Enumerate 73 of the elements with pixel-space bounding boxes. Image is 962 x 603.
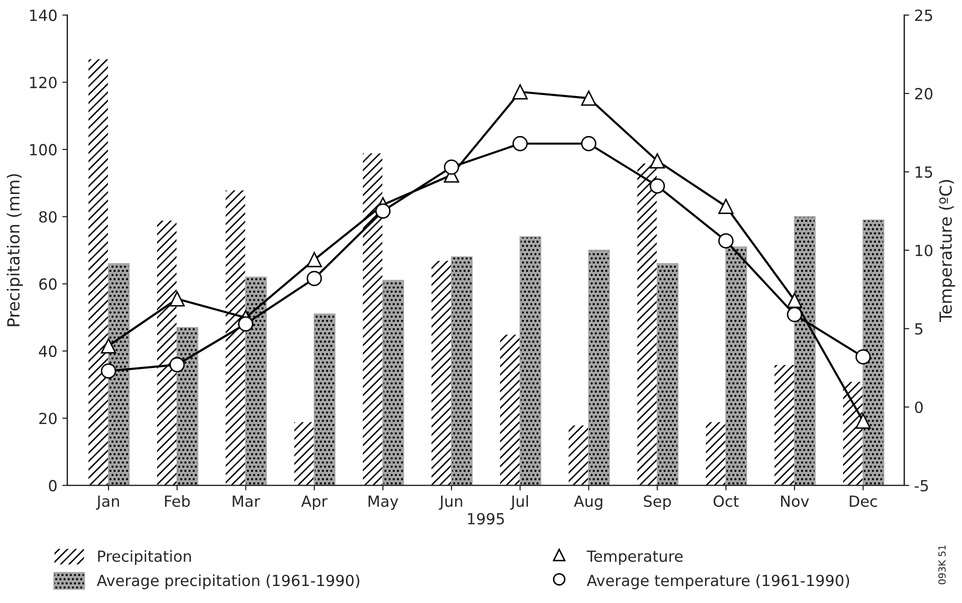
bar	[794, 216, 816, 486]
point	[855, 413, 871, 429]
bar	[245, 276, 267, 486]
point	[855, 349, 871, 364]
y-tick-label: 100	[30, 144, 57, 156]
y-tick-label: 120	[30, 76, 57, 88]
bar	[704, 421, 726, 486]
x-tick-label: Jan	[96, 496, 119, 510]
y-tick-label: 60	[39, 278, 57, 290]
point	[718, 233, 734, 248]
x-tick-label: Dec	[850, 496, 877, 507]
bar	[725, 246, 748, 486]
bar	[568, 424, 590, 486]
legend-label: Average temperature (1961-1990)	[586, 574, 850, 590]
point	[650, 178, 665, 194]
x-tick-label: May	[368, 496, 398, 510]
bar	[773, 364, 796, 486]
point	[512, 84, 528, 100]
x-tick-label: Feb	[165, 495, 190, 507]
y-axis-title: Precipitation (mm)	[6, 174, 23, 326]
x-tick-label: Apr	[301, 496, 328, 510]
point	[169, 357, 185, 372]
bar	[314, 314, 336, 486]
legend-label: Temperature	[586, 550, 683, 565]
x-tick-label: Jun	[438, 496, 462, 510]
point	[375, 203, 391, 219]
bar	[430, 260, 452, 486]
y-tick-label: 80	[39, 211, 57, 223]
x-tick-label: Jul	[510, 495, 528, 510]
bar	[108, 263, 130, 486]
bar	[382, 280, 404, 486]
y-tick-label: 40	[38, 345, 57, 358]
legend-label: Precipitation	[98, 550, 191, 565]
x-tick-label: Mar	[232, 496, 260, 507]
y2-tick-label: 0	[915, 401, 923, 414]
point	[786, 292, 802, 308]
y2-tick-label: 5	[915, 323, 922, 335]
point	[238, 316, 254, 332]
y2-tick-label: 20	[915, 88, 932, 100]
point	[581, 90, 596, 106]
point	[100, 363, 116, 379]
y-tick-label: 0	[48, 480, 57, 492]
text: 093K 51	[938, 545, 946, 584]
y-tick-label: 140	[30, 10, 57, 22]
point	[718, 198, 734, 214]
point	[169, 291, 185, 306]
point	[444, 160, 460, 175]
y2-tick-label: 25	[915, 10, 932, 22]
bar	[862, 219, 884, 486]
y2-axis-title: Temperature (ºC)	[939, 180, 956, 322]
x-tick-label: Sep	[644, 495, 671, 510]
point	[306, 252, 322, 268]
x-tick-label: Oct	[714, 495, 739, 507]
bar	[588, 250, 610, 486]
y2-tick-label: 15	[916, 166, 932, 178]
bar	[656, 263, 678, 486]
point	[306, 270, 322, 286]
bar	[450, 256, 473, 486]
bar	[176, 326, 198, 486]
point	[512, 136, 528, 152]
bar	[293, 421, 315, 486]
y2-tick-label: -5	[914, 480, 928, 492]
point	[581, 136, 596, 152]
point	[100, 338, 116, 354]
bar	[520, 236, 542, 486]
y-tick-label: 20	[39, 412, 57, 424]
legend-label: Average precipitation (1961-1990)	[96, 574, 360, 590]
x-tick-label: Nov	[781, 496, 809, 507]
y2-tick-label: 10	[916, 244, 932, 256]
x-tick-label: Aug	[574, 496, 602, 510]
bar	[498, 334, 521, 486]
point	[786, 306, 802, 322]
x-axis-title: 1995	[468, 512, 504, 525]
